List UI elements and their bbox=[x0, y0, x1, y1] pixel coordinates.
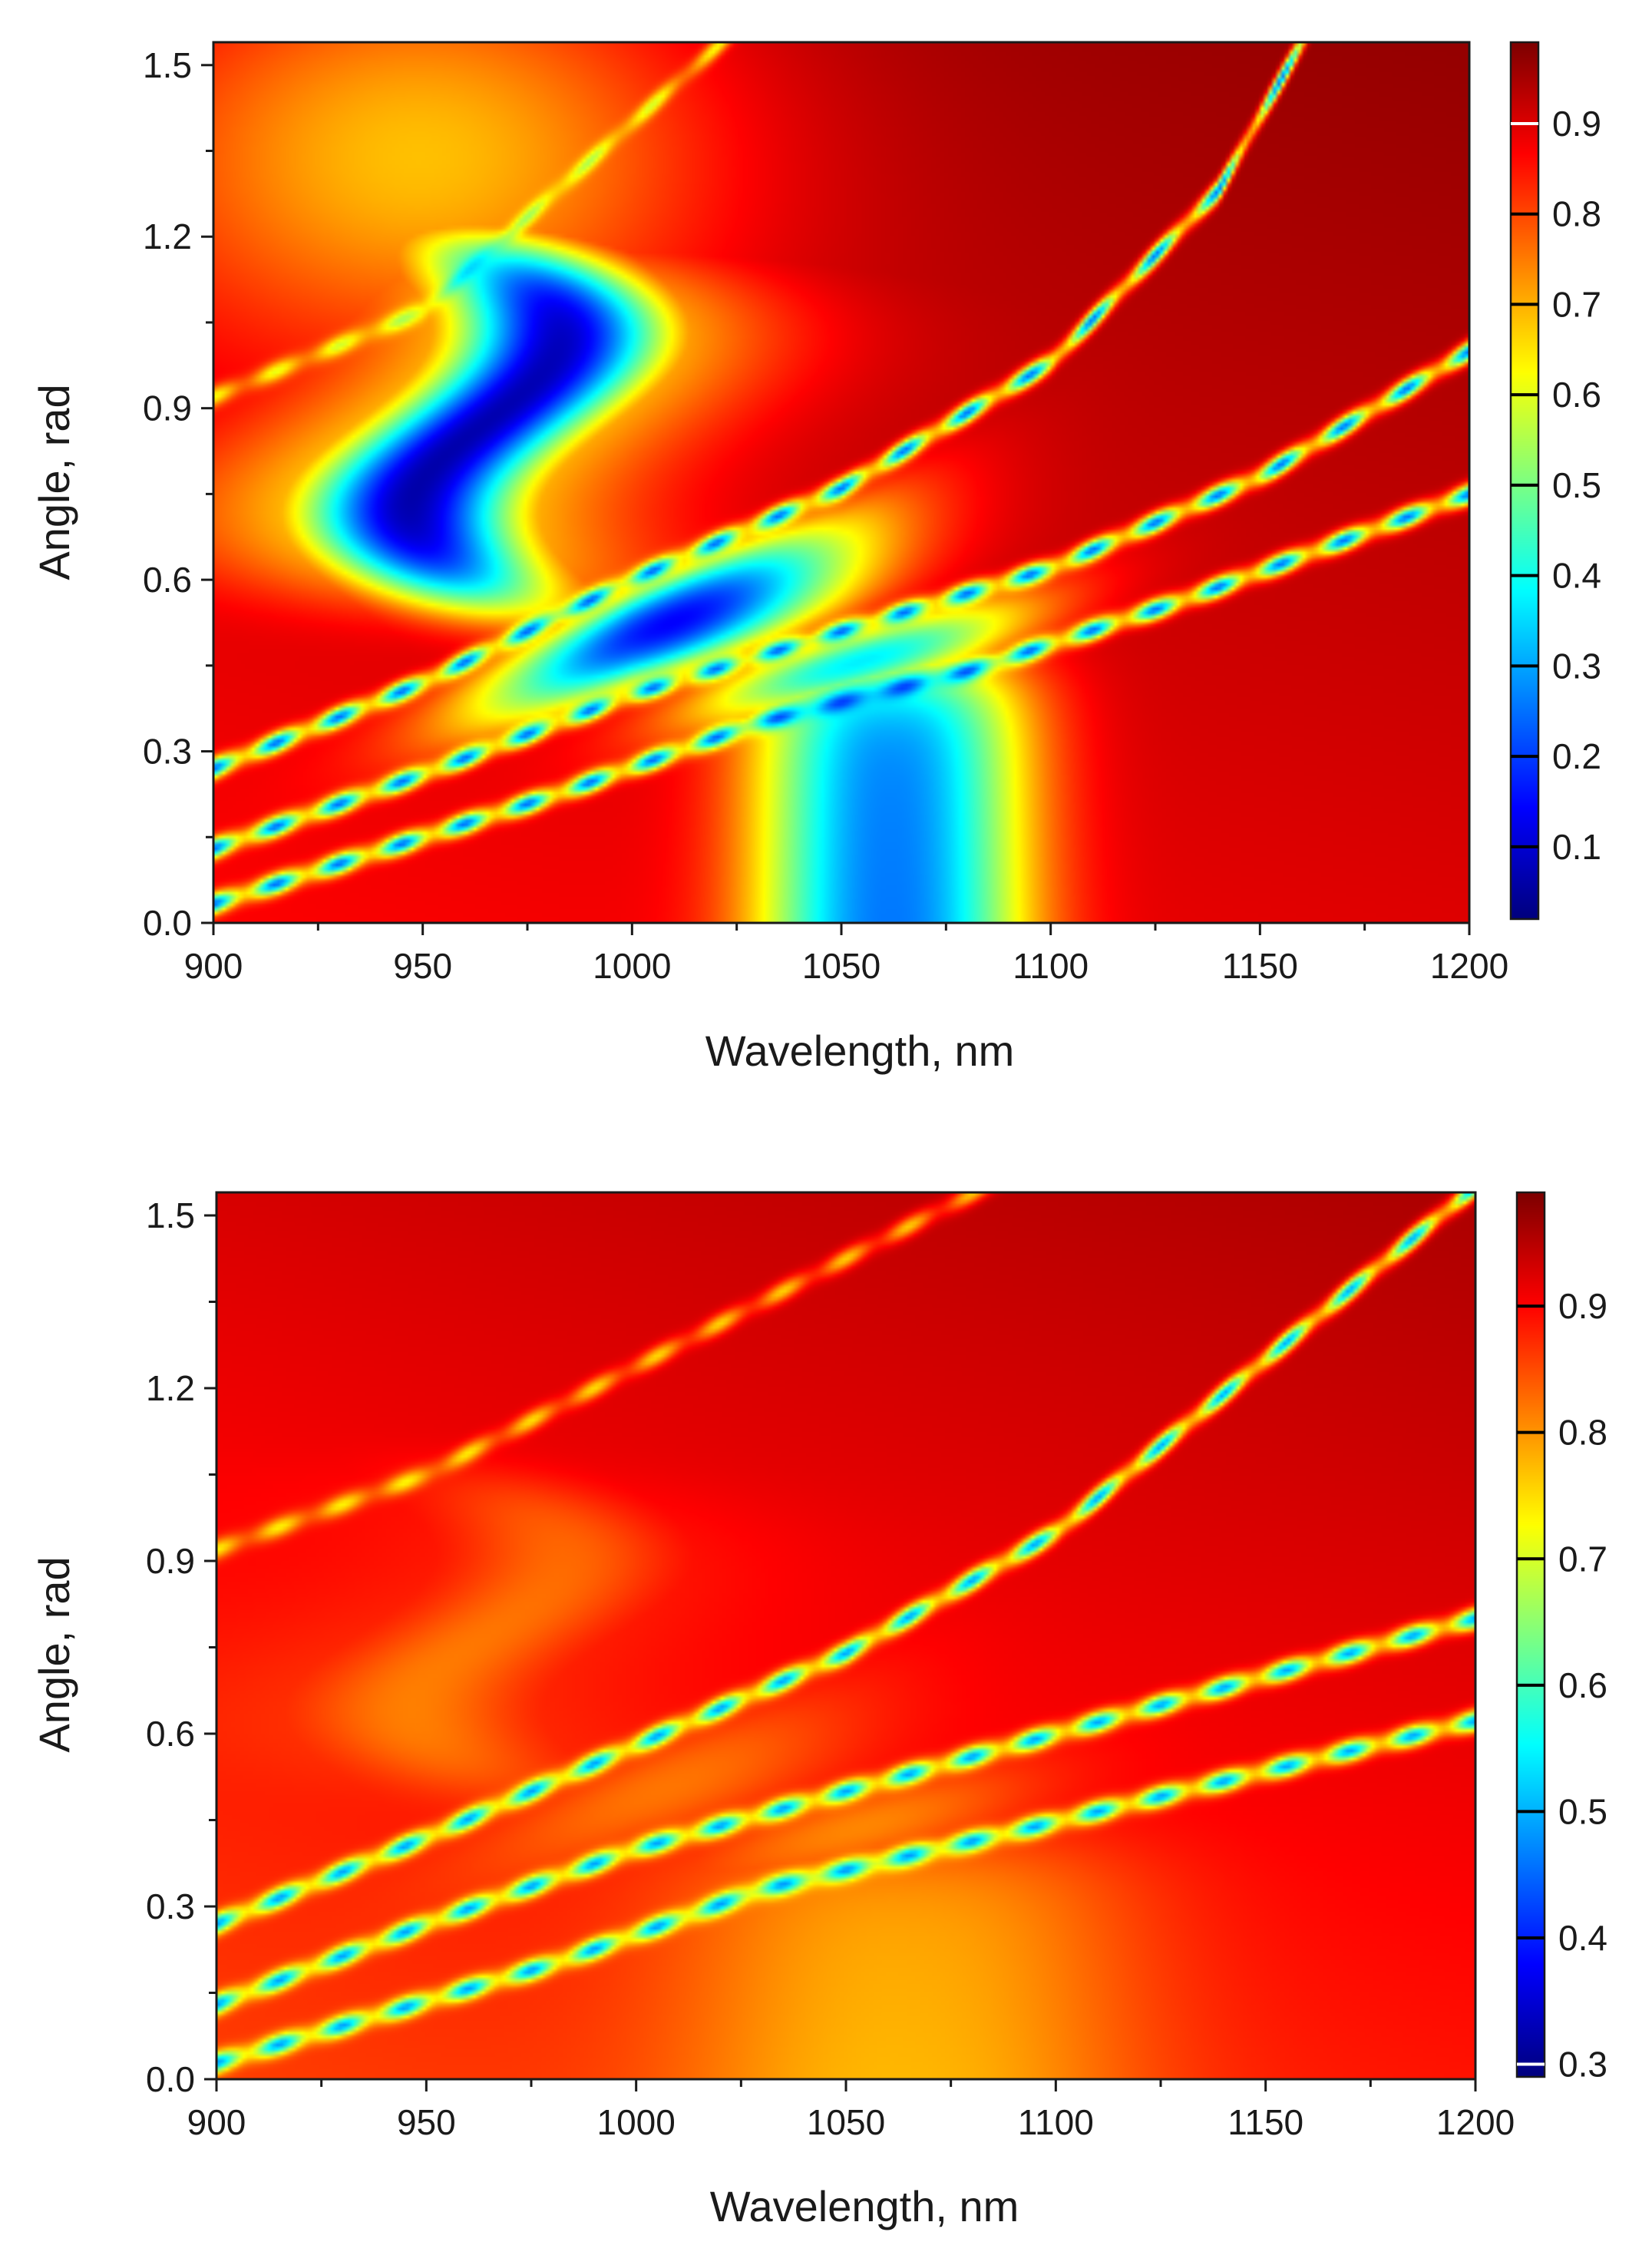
y-tick-label: 0.0 bbox=[146, 2059, 195, 2099]
colorbar-tick-label: 0.3 bbox=[1558, 2045, 1607, 2085]
y-tick-label: 0.3 bbox=[146, 1886, 195, 1926]
x-tick-label: 950 bbox=[397, 2102, 456, 2142]
colorbar-tick-label: 0.8 bbox=[1552, 194, 1601, 234]
y-tick-label: 1.5 bbox=[143, 45, 192, 85]
heatmap-image bbox=[213, 42, 1469, 923]
x-tick-label: 1100 bbox=[1018, 2102, 1094, 2142]
colorbar-tick-label: 0.9 bbox=[1558, 1286, 1607, 1326]
colorbar-frame bbox=[1515, 1191, 1546, 2078]
colorbar-tick-label: 0.5 bbox=[1558, 1791, 1607, 1831]
colorbar-frame bbox=[1509, 41, 1540, 921]
y-tick-label: 0.3 bbox=[143, 732, 192, 772]
y-axis-ticks: 0.0 0.3 0.6 0.9 1.2 1.5 bbox=[146, 1195, 216, 2099]
y-axis-title: Angle, rad bbox=[30, 384, 78, 580]
colorbar-tick-label: 0.4 bbox=[1552, 556, 1601, 596]
colorbar-tick-label: 0.1 bbox=[1552, 827, 1601, 867]
y-axis-ticks: 0.0 0.3 0.6 0.9 1.2 1.5 bbox=[143, 45, 213, 943]
y-tick-label: 0.6 bbox=[143, 560, 192, 600]
panel-1: 900 950 1000 1050 1100 1150 1200 0.0 0.3 0.6 0.9 1… bbox=[30, 41, 1601, 1075]
x-axis-title: Wavelength, nm bbox=[710, 2182, 1019, 2230]
x-tick-label: 1050 bbox=[802, 946, 881, 986]
y-tick-label: 0.9 bbox=[146, 1541, 195, 1581]
x-tick-label: 1000 bbox=[593, 946, 671, 986]
x-axis-ticks: 900 950 1000 1050 1100 1150 1200 bbox=[184, 923, 1508, 986]
colorbar-tick-label: 0.7 bbox=[1558, 1539, 1607, 1579]
colorbar-ticks: 0.1 0.2 0.3 0.4 0.5 0.6 0.7 0.8 0.9 bbox=[1511, 104, 1601, 867]
x-tick-label: 1200 bbox=[1430, 946, 1508, 986]
x-tick-label: 1150 bbox=[1222, 946, 1298, 986]
y-tick-label: 0.0 bbox=[143, 903, 192, 943]
colorbar-image bbox=[1517, 1192, 1545, 2077]
y-tick-label: 1.2 bbox=[143, 217, 192, 256]
y-tick-label: 1.5 bbox=[146, 1195, 195, 1235]
y-tick-label: 0.6 bbox=[146, 1714, 195, 1754]
y-axis-title: Angle, rad bbox=[30, 1556, 78, 1752]
panel-2: 900 950 1000 1050 1100 1150 1200 0.0 0.3 0.6 0.9 1… bbox=[30, 1191, 1607, 2230]
colorbar-tick-label: 0.2 bbox=[1552, 736, 1601, 776]
colorbar-tick-label: 0.8 bbox=[1558, 1413, 1607, 1453]
x-tick-label: 1050 bbox=[807, 2102, 885, 2142]
colorbar-image bbox=[1511, 42, 1538, 919]
colorbar-tick-label: 0.4 bbox=[1558, 1918, 1607, 1958]
x-tick-label: 900 bbox=[184, 946, 243, 986]
colorbar-tick-label: 0.9 bbox=[1552, 104, 1601, 144]
x-tick-label: 1150 bbox=[1227, 2102, 1303, 2142]
x-tick-label: 950 bbox=[393, 946, 452, 986]
colorbar-tick-label: 0.6 bbox=[1558, 1665, 1607, 1705]
colorbar-tick-label: 0.3 bbox=[1552, 646, 1601, 686]
y-tick-label: 0.9 bbox=[143, 389, 192, 428]
colorbar-ticks: 0.3 0.4 0.5 0.6 0.7 0.8 0.9 bbox=[1517, 1286, 1607, 2085]
colorbar-tick-label: 0.7 bbox=[1552, 284, 1601, 324]
x-tick-label: 1100 bbox=[1013, 946, 1089, 986]
y-tick-label: 1.2 bbox=[146, 1368, 195, 1408]
x-axis-title: Wavelength, nm bbox=[705, 1027, 1015, 1075]
x-tick-label: 1200 bbox=[1436, 2102, 1515, 2142]
x-tick-label: 900 bbox=[187, 2102, 246, 2142]
colorbar-tick-label: 0.5 bbox=[1552, 465, 1601, 505]
x-axis-ticks: 900 950 1000 1050 1100 1150 1200 bbox=[187, 2079, 1515, 2142]
heatmap-image bbox=[216, 1192, 1475, 2079]
colorbar-tick-label: 0.6 bbox=[1552, 375, 1601, 415]
x-tick-label: 1000 bbox=[596, 2102, 675, 2142]
